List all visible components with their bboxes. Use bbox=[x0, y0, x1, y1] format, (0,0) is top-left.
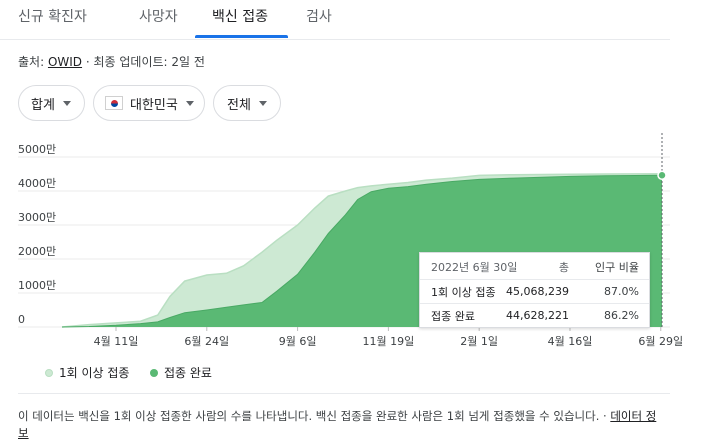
legend-label-first-dose: 1회 이상 접종 bbox=[59, 366, 130, 380]
hover-point-marker bbox=[657, 170, 667, 181]
fully-vaccinated-line bbox=[61, 174, 663, 328]
y-tick-label: 0 bbox=[18, 313, 25, 326]
tooltip-col-pct: 인구 비율 bbox=[595, 261, 639, 274]
divider bbox=[18, 393, 670, 394]
tooltip-row1-label: 1회 이상 접종 bbox=[431, 285, 496, 299]
korea-flag-icon bbox=[105, 96, 123, 110]
type-filter-dropdown[interactable]: 합계 bbox=[18, 85, 85, 121]
tooltip-row1-pct: 87.0% bbox=[604, 285, 639, 298]
y-tick-label: 5000만 bbox=[18, 143, 56, 156]
country-filter-dropdown[interactable]: 대한민국 bbox=[93, 85, 205, 121]
legend-item-first-dose: 1회 이상 접종 bbox=[45, 364, 129, 381]
legend-item-fully-vaccinated: 접종 완료 bbox=[150, 364, 212, 381]
y-tick-label: 3000만 bbox=[18, 211, 56, 224]
type-filter-label: 합계 bbox=[31, 97, 55, 113]
x-axis-ticks: 4월 11일 6월 24일 9월 6일 11월 19일 2월 1일 4월 16일 6월 29… bbox=[94, 327, 683, 348]
x-tick-label: 2월 1일 bbox=[460, 334, 498, 348]
data-note-text: 이 데이터는 백신을 1회 이상 접종한 사람의 수를 나타냅니다. 백신 접종… bbox=[18, 409, 600, 423]
legend-label-fully-vaccinated: 접종 완료 bbox=[164, 366, 212, 380]
chevron-down-icon bbox=[185, 100, 194, 106]
tooltip-row1-total: 45,068,239 bbox=[506, 285, 569, 298]
legend-swatch-fully-vaccinated bbox=[150, 368, 158, 377]
hover-cursor bbox=[657, 133, 667, 327]
y-tick-label: 4000만 bbox=[18, 177, 56, 190]
x-tick-label: 6월 29일 bbox=[638, 334, 683, 348]
source-link[interactable]: OWID bbox=[47, 55, 83, 69]
tab-bar: 신규 확진자 사망자 백신 접종 검사 bbox=[0, 0, 670, 40]
x-tick-label: 11월 19일 bbox=[363, 334, 415, 348]
x-tick-label: 6월 24일 bbox=[184, 334, 229, 348]
tooltip-row2-label: 접종 완료 bbox=[431, 309, 475, 323]
data-note-separator: · bbox=[599, 409, 611, 423]
source-prefix: 출처: bbox=[18, 55, 48, 69]
chart-tooltip: 2022년 6월 30일 총 인구 비율 1회 이상 접종 45,068,239… bbox=[419, 252, 650, 328]
tooltip-date: 2022년 6월 30일 bbox=[431, 261, 518, 274]
country-filter-label: 대한민국 bbox=[130, 97, 178, 113]
x-tick-label: 9월 6일 bbox=[279, 334, 317, 348]
y-tick-label: 1000만 bbox=[18, 279, 56, 292]
tooltip-col-total: 총 bbox=[558, 261, 569, 274]
first-dose-line bbox=[61, 173, 663, 328]
tooltip-row2-pct: 86.2% bbox=[604, 309, 639, 322]
y-axis-ticks: 0 1000만 2000만 3000만 4000만 5000만 bbox=[18, 143, 56, 326]
x-tick-label: 4월 16일 bbox=[548, 334, 593, 348]
y-tick-label: 2000만 bbox=[18, 245, 56, 258]
data-note: 이 데이터는 백신을 1회 이상 접종한 사람의 수를 나타냅니다. 백신 접종… bbox=[18, 408, 658, 442]
data-info-link[interactable]: 데이터 정보 bbox=[18, 409, 657, 440]
source-line: 출처: OWID · 최종 업데이트: 2일 전 bbox=[18, 53, 205, 70]
chevron-down-icon bbox=[62, 100, 71, 106]
range-filter-label: 전체 bbox=[227, 97, 251, 113]
tab-new-cases[interactable]: 신규 확진자 bbox=[18, 9, 87, 25]
range-filter-dropdown[interactable]: 전체 bbox=[213, 85, 281, 121]
chevron-down-icon bbox=[258, 100, 267, 106]
tab-tests[interactable]: 검사 bbox=[306, 9, 332, 25]
x-tick-label: 4월 11일 bbox=[94, 334, 139, 348]
tooltip-row2-total: 44,628,221 bbox=[506, 309, 569, 322]
tab-deaths[interactable]: 사망자 bbox=[139, 9, 178, 25]
active-tab-indicator bbox=[195, 35, 288, 38]
last-updated: · 최종 업데이트: 2일 전 bbox=[82, 55, 205, 69]
tab-vaccination[interactable]: 백신 접종 bbox=[212, 9, 268, 25]
legend-swatch-first-dose bbox=[45, 368, 53, 377]
